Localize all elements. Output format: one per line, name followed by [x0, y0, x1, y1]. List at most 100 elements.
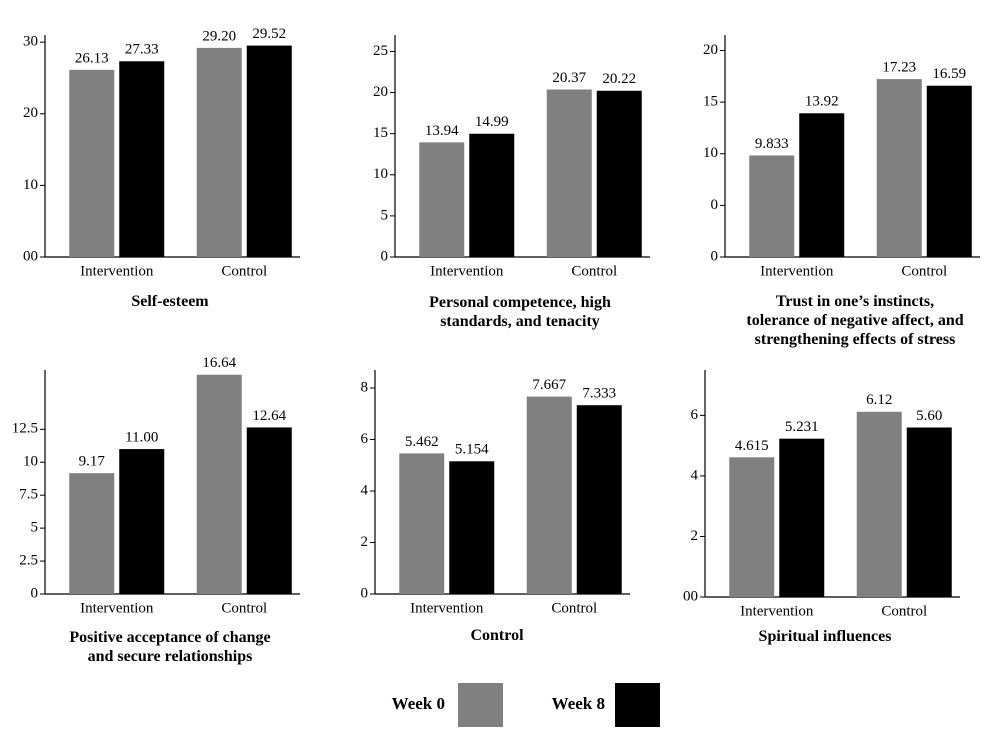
y-tick-label: 30 — [23, 34, 38, 50]
y-tick-label: 00 — [683, 588, 698, 604]
y-tick-label: 5 — [31, 520, 39, 536]
chart-title: Control — [470, 627, 524, 644]
y-tick-label: 20 — [373, 84, 388, 100]
y-tick-label: 20 — [703, 42, 718, 58]
bar — [69, 473, 115, 594]
bar — [799, 113, 845, 257]
y-tick-label: 15 — [373, 125, 388, 141]
chart-title: Spiritual influences — [758, 628, 892, 645]
y-tick-label: 10 — [23, 177, 38, 193]
y-tick-label: 10 — [373, 166, 388, 182]
chart-title: Trust in one’s instincts, tolerance of n… — [746, 293, 964, 348]
x-tick-label: Control — [551, 600, 597, 616]
bar — [69, 69, 115, 257]
bar — [576, 405, 622, 594]
value-label: 6.12 — [866, 392, 892, 408]
x-tick-label: Intervention — [410, 600, 484, 616]
value-label: 5.231 — [785, 419, 819, 435]
bar — [749, 155, 795, 257]
chart-title: Self-esteem — [131, 293, 209, 310]
y-tick-label: 0 — [31, 585, 39, 601]
y-tick-label: 0 — [361, 585, 369, 601]
bar — [246, 45, 292, 257]
y-tick-label: 8 — [361, 379, 369, 395]
value-label: 11.00 — [125, 429, 158, 445]
value-label: 7.667 — [532, 377, 566, 393]
value-label: 9.17 — [79, 454, 106, 470]
bar — [419, 142, 465, 257]
chart-title: Positive acceptance of change and secure… — [69, 629, 271, 665]
value-label: 20.22 — [602, 71, 636, 87]
y-tick-label: 15 — [703, 94, 718, 110]
bar — [469, 133, 515, 257]
bar — [906, 427, 952, 597]
y-tick-label: 2 — [691, 528, 699, 544]
value-label: 26.13 — [75, 50, 109, 66]
bar — [876, 79, 922, 257]
legend-swatch — [458, 683, 503, 727]
bar — [779, 438, 825, 597]
y-tick-label: 0 — [711, 248, 719, 264]
bar — [119, 449, 165, 594]
bar — [526, 396, 572, 594]
value-label: 20.37 — [552, 70, 586, 86]
legend-label: Week 0 — [392, 694, 445, 713]
x-tick-label: Control — [221, 600, 267, 616]
bar — [926, 85, 972, 257]
value-label: 5.60 — [916, 408, 942, 424]
value-label: 5.462 — [405, 434, 439, 450]
bar — [399, 453, 445, 594]
y-tick-label: 20 — [23, 105, 38, 121]
bar — [546, 89, 592, 257]
value-label: 27.33 — [125, 42, 159, 58]
value-label: 4.615 — [735, 438, 769, 454]
bar — [246, 427, 292, 594]
y-tick-label: 4 — [691, 467, 699, 483]
value-label: 13.92 — [805, 94, 839, 110]
y-tick-label: 0 — [381, 248, 389, 264]
y-tick-label: 25 — [373, 43, 388, 59]
value-label: 7.333 — [582, 386, 616, 402]
bar — [449, 461, 495, 594]
legend-swatch — [615, 683, 660, 727]
value-label: 12.64 — [252, 408, 286, 424]
y-tick-label: 10 — [703, 145, 718, 161]
value-label: 9.833 — [755, 136, 789, 152]
value-label: 29.20 — [202, 28, 236, 44]
value-label: 16.64 — [202, 355, 236, 371]
value-label: 29.52 — [252, 26, 286, 42]
x-tick-label: Control — [571, 263, 617, 279]
x-tick-label: Intervention — [80, 600, 154, 616]
x-tick-label: Control — [881, 603, 927, 619]
y-tick-label: 7.5 — [19, 487, 38, 503]
y-tick-label: 12.5 — [12, 421, 38, 437]
value-label: 14.99 — [475, 114, 509, 130]
value-label: 16.59 — [932, 66, 966, 82]
x-tick-label: Control — [901, 263, 947, 279]
value-label: 17.23 — [882, 60, 916, 76]
y-tick-label: 2.5 — [19, 552, 38, 568]
y-tick-label: 6 — [361, 431, 369, 447]
x-tick-label: Intervention — [80, 263, 154, 279]
y-tick-label: 4 — [361, 482, 369, 498]
bar — [729, 457, 775, 597]
x-tick-label: Intervention — [430, 263, 504, 279]
y-tick-label: 00 — [23, 248, 38, 264]
y-tick-label: 5 — [381, 207, 389, 223]
bar — [196, 47, 242, 258]
bar — [119, 61, 165, 257]
bar — [196, 374, 242, 594]
x-tick-label: Control — [221, 263, 267, 279]
y-tick-label: 0 — [711, 197, 719, 213]
x-tick-label: Intervention — [760, 263, 834, 279]
value-label: 5.154 — [455, 442, 489, 458]
legend-label: Week 8 — [552, 694, 605, 713]
chart-title: Personal competence, high standards, and… — [429, 294, 611, 330]
value-label: 13.94 — [425, 123, 459, 139]
y-tick-label: 2 — [361, 534, 369, 550]
y-tick-label: 6 — [691, 407, 699, 423]
bar — [856, 411, 902, 597]
y-tick-label: 10 — [23, 454, 38, 470]
